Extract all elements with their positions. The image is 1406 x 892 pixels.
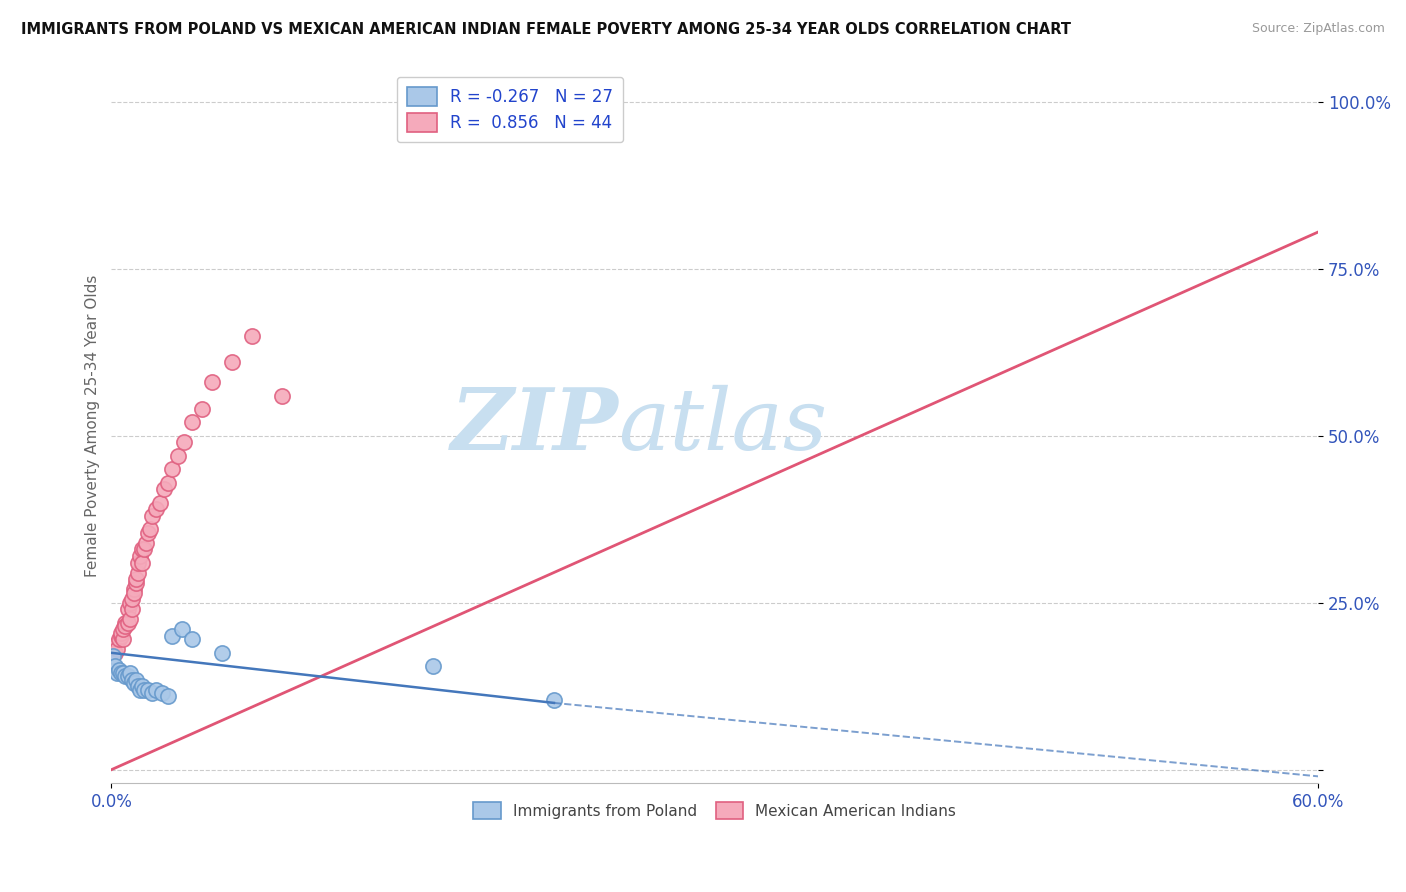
- Point: [180, 416, 202, 430]
- Point: [117, 602, 139, 616]
- Point: [114, 615, 136, 630]
- Point: [110, 629, 132, 643]
- Point: [104, 659, 127, 673]
- Point: [108, 632, 131, 647]
- Point: [211, 646, 233, 660]
- Point: [132, 682, 155, 697]
- Point: [127, 679, 149, 693]
- Point: [118, 596, 141, 610]
- Point: [127, 556, 149, 570]
- Point: [191, 402, 214, 417]
- Text: IMMIGRANTS FROM POLAND VS MEXICAN AMERICAN INDIAN FEMALE POVERTY AMONG 25-34 YEA: IMMIGRANTS FROM POLAND VS MEXICAN AMERIC…: [21, 22, 1071, 37]
- Point: [145, 502, 167, 516]
- Point: [124, 575, 146, 590]
- Point: [160, 462, 183, 476]
- Text: ZIP: ZIP: [450, 384, 619, 467]
- Point: [221, 355, 243, 369]
- Point: [132, 542, 155, 557]
- Point: [121, 673, 143, 687]
- Point: [118, 612, 141, 626]
- Point: [103, 649, 125, 664]
- Point: [107, 665, 129, 680]
- Point: [131, 679, 153, 693]
- Point: [156, 690, 179, 704]
- Point: [104, 646, 127, 660]
- Point: [114, 619, 136, 633]
- Point: [107, 642, 129, 657]
- Point: [138, 522, 160, 536]
- Point: [122, 676, 145, 690]
- Point: [166, 449, 188, 463]
- Point: [271, 389, 294, 403]
- Point: [170, 623, 193, 637]
- Point: [152, 482, 174, 496]
- Point: [112, 623, 135, 637]
- Point: [128, 682, 150, 697]
- Point: [122, 582, 145, 597]
- Point: [141, 508, 163, 523]
- Point: [108, 663, 131, 677]
- Y-axis label: Female Poverty Among 25-34 Year Olds: Female Poverty Among 25-34 Year Olds: [86, 275, 100, 577]
- Legend: Immigrants from Poland, Mexican American Indians: Immigrants from Poland, Mexican American…: [467, 796, 962, 825]
- Point: [117, 669, 139, 683]
- Text: Source: ZipAtlas.com: Source: ZipAtlas.com: [1251, 22, 1385, 36]
- Point: [117, 615, 139, 630]
- Point: [103, 639, 125, 653]
- Point: [543, 692, 565, 706]
- Point: [156, 475, 179, 490]
- Point: [160, 629, 183, 643]
- Point: [201, 376, 224, 390]
- Point: [240, 328, 263, 343]
- Point: [124, 573, 146, 587]
- Point: [141, 686, 163, 700]
- Text: atlas: atlas: [619, 384, 827, 467]
- Point: [136, 525, 159, 540]
- Point: [110, 625, 132, 640]
- Point: [128, 549, 150, 563]
- Point: [112, 632, 135, 647]
- Point: [127, 566, 149, 580]
- Point: [135, 535, 157, 549]
- Point: [149, 495, 172, 509]
- Point: [145, 682, 167, 697]
- Point: [131, 556, 153, 570]
- Point: [110, 665, 132, 680]
- Point: [124, 673, 146, 687]
- Point: [122, 585, 145, 599]
- Point: [121, 592, 143, 607]
- Point: [114, 669, 136, 683]
- Point: [150, 686, 173, 700]
- Point: [180, 632, 202, 647]
- Point: [121, 602, 143, 616]
- Point: [131, 542, 153, 557]
- Point: [136, 682, 159, 697]
- Point: [173, 435, 195, 450]
- Point: [422, 659, 444, 673]
- Point: [118, 665, 141, 680]
- Point: [112, 665, 135, 680]
